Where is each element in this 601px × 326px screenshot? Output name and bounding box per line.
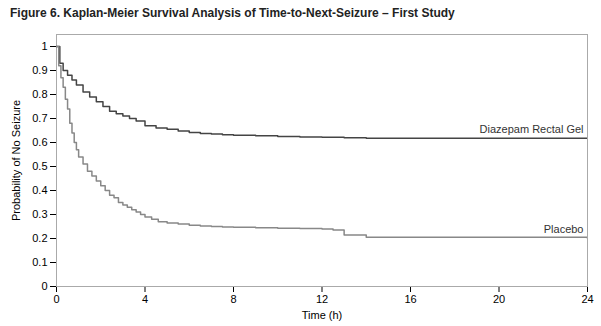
- svg-text:4: 4: [142, 293, 148, 305]
- svg-text:0.6: 0.6: [32, 136, 47, 148]
- svg-text:Placebo: Placebo: [544, 223, 584, 235]
- svg-text:1: 1: [41, 40, 47, 52]
- svg-text:8: 8: [230, 293, 236, 305]
- svg-text:0.9: 0.9: [32, 64, 47, 76]
- svg-text:0: 0: [41, 280, 47, 292]
- svg-text:Diazepam Rectal Gel: Diazepam Rectal Gel: [480, 123, 584, 135]
- svg-text:12: 12: [316, 293, 328, 305]
- svg-text:20: 20: [493, 293, 505, 305]
- svg-text:Time (h): Time (h): [302, 309, 343, 321]
- svg-text:0.1: 0.1: [32, 256, 47, 268]
- svg-text:0.8: 0.8: [32, 88, 47, 100]
- svg-text:0.2: 0.2: [32, 232, 47, 244]
- svg-text:16: 16: [404, 293, 416, 305]
- html-text:Figure 6. Kaplan-Meier Surviva: Figure 6. Kaplan-Meier Survival Analysis…: [10, 6, 455, 20]
- svg-text:Probability of No Seizure: Probability of No Seizure: [10, 100, 22, 221]
- svg-text:0.5: 0.5: [32, 160, 47, 172]
- svg-text:24: 24: [581, 293, 593, 305]
- svg-text:0: 0: [53, 293, 59, 305]
- svg-text:0.7: 0.7: [32, 112, 47, 124]
- svg-text:0.4: 0.4: [32, 184, 47, 196]
- svg-text:0.3: 0.3: [32, 208, 47, 220]
